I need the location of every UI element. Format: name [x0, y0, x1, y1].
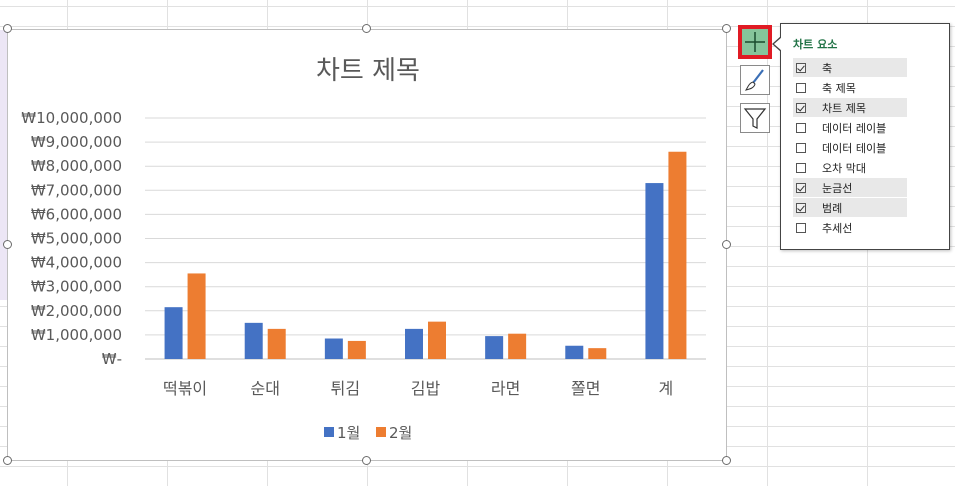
- chart-element-option[interactable]: 오차 막대: [793, 158, 907, 177]
- checkbox-checked[interactable]: [796, 202, 806, 213]
- panel-title: 차트 요소: [793, 38, 838, 51]
- bar[interactable]: [164, 307, 183, 359]
- bar[interactable]: [588, 348, 607, 359]
- plus-icon: [745, 32, 765, 52]
- x-tick-label: 쫄면: [571, 379, 600, 398]
- bar[interactable]: [267, 328, 286, 359]
- x-tick-label: 튀김: [331, 379, 360, 398]
- chart-element-option[interactable]: 데이터 레이블: [793, 118, 907, 137]
- bar[interactable]: [324, 338, 343, 359]
- x-tick-label: 김밥: [411, 379, 441, 398]
- chart-element-option[interactable]: 축 제목: [793, 78, 907, 97]
- chart-styles-button[interactable]: [740, 65, 770, 95]
- x-tick-label: 순대: [250, 379, 279, 398]
- brush-icon: [744, 69, 764, 91]
- bar[interactable]: [508, 333, 527, 359]
- bar[interactable]: [565, 345, 584, 359]
- option-label: 범례: [822, 201, 843, 215]
- checkbox-unchecked[interactable]: [796, 222, 806, 233]
- funnel-icon: [743, 108, 767, 129]
- checkbox-unchecked[interactable]: [796, 162, 806, 173]
- x-tick-label: 떡볶이: [163, 379, 207, 398]
- legend-swatch: [324, 427, 334, 437]
- option-label: 오차 막대: [822, 161, 866, 175]
- bar[interactable]: [645, 183, 664, 359]
- resize-handle-top-center[interactable]: [362, 24, 371, 33]
- checkbox-unchecked[interactable]: [796, 122, 806, 133]
- y-axis-labels: ₩- ₩1,000,000 ₩2,000,000 ₩3,000,000 ₩4,000,0…: [21, 109, 122, 368]
- y-tick-label: ₩10,000,000: [21, 109, 122, 127]
- chart-element-option[interactable]: 추세선: [793, 218, 907, 237]
- bar[interactable]: [485, 336, 504, 359]
- checkbox-unchecked[interactable]: [796, 142, 806, 153]
- y-tick-label: ₩1,000,000: [31, 326, 122, 344]
- sheet-selection-band: [0, 30, 8, 300]
- bar[interactable]: [428, 321, 446, 359]
- chart-element-option[interactable]: 차트 제목: [793, 98, 907, 117]
- chart-element-option[interactable]: 축: [793, 58, 907, 77]
- resize-handle-top-left[interactable]: [3, 24, 12, 33]
- bars: [164, 151, 687, 359]
- checkbox-checked[interactable]: [796, 62, 806, 73]
- bar[interactable]: [187, 273, 206, 359]
- bar[interactable]: [405, 328, 423, 359]
- gridlines: [145, 117, 706, 360]
- option-label: 데이터 테이블: [822, 141, 887, 155]
- y-tick-label: ₩-: [102, 350, 122, 368]
- resize-handle-top-right[interactable]: [722, 24, 731, 33]
- y-tick-label: ₩4,000,000: [31, 254, 122, 272]
- checkbox-checked[interactable]: [796, 102, 806, 113]
- resize-handle-middle-left[interactable]: [3, 240, 12, 249]
- option-label: 차트 제목: [822, 101, 866, 115]
- checkbox-unchecked[interactable]: [796, 82, 806, 93]
- chart-area[interactable]: 차트 제목 ₩- ₩1,000,000 ₩2,000,000 ₩3,000,000 ₩4…: [7, 29, 727, 461]
- resize-handle-bottom-center[interactable]: [362, 456, 371, 465]
- bar[interactable]: [668, 151, 687, 359]
- y-tick-label: ₩9,000,000: [31, 133, 122, 151]
- y-tick-label: ₩5,000,000: [31, 230, 122, 248]
- chart-element-option[interactable]: 눈금선: [793, 178, 907, 197]
- option-label: 데이터 레이블: [822, 121, 887, 135]
- x-axis-labels: 떡볶이 순대 튀김 김밥 라면 쫄면 계: [163, 379, 673, 398]
- y-tick-label: ₩7,000,000: [31, 181, 122, 199]
- chart-element-option[interactable]: 데이터 테이블: [793, 138, 907, 157]
- legend-label: 2월: [389, 424, 412, 442]
- resize-handle-bottom-right[interactable]: [722, 456, 731, 465]
- option-label: 축: [822, 61, 833, 75]
- resize-handle-bottom-left[interactable]: [3, 456, 12, 465]
- resize-handle-middle-right[interactable]: [722, 240, 731, 249]
- panel-pointer-fill: [774, 37, 782, 51]
- chart-title[interactable]: 차트 제목: [316, 56, 420, 86]
- option-label: 눈금선: [822, 181, 853, 195]
- option-label: 축 제목: [822, 81, 856, 95]
- bar-chart[interactable]: 차트 제목 ₩- ₩1,000,000 ₩2,000,000 ₩3,000,000 ₩4…: [8, 30, 726, 460]
- x-tick-label: 계: [659, 379, 674, 398]
- legend[interactable]: 1월 2월: [324, 424, 412, 442]
- chart-element-option[interactable]: 범례: [793, 198, 907, 217]
- chart-filters-button[interactable]: [740, 103, 770, 133]
- option-label: 추세선: [822, 221, 853, 235]
- checkbox-checked[interactable]: [796, 182, 806, 193]
- y-tick-label: ₩2,000,000: [31, 302, 122, 320]
- y-tick-label: ₩6,000,000: [31, 205, 122, 223]
- chart-elements-button[interactable]: [738, 25, 772, 59]
- legend-label: 1월: [337, 424, 360, 442]
- x-tick-label: 라면: [491, 379, 520, 398]
- y-tick-label: ₩3,000,000: [31, 278, 122, 296]
- y-tick-label: ₩8,000,000: [31, 157, 122, 175]
- bar[interactable]: [347, 340, 366, 359]
- legend-swatch: [376, 427, 386, 437]
- bar[interactable]: [244, 322, 263, 359]
